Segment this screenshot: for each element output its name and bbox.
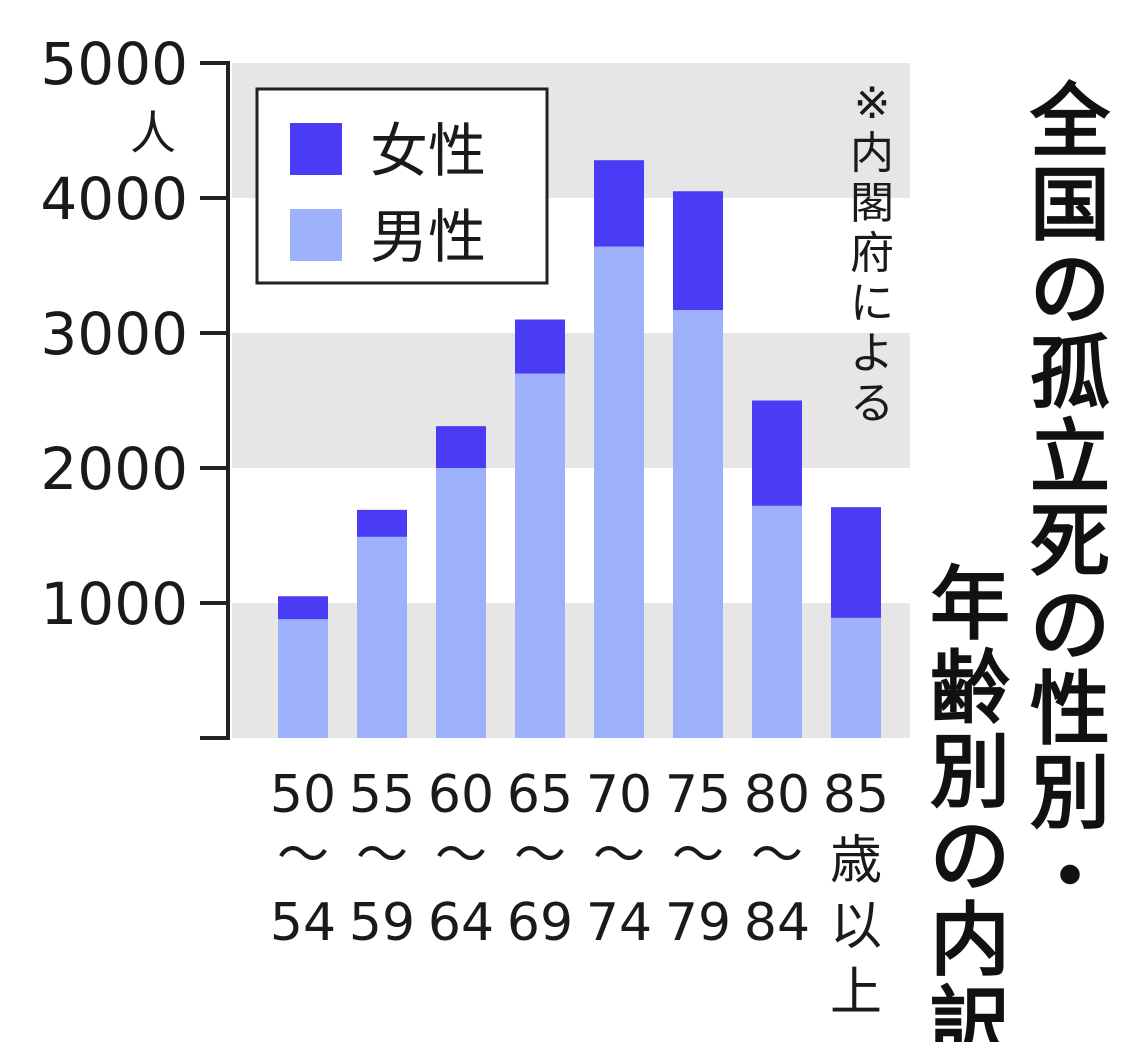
legend-label: 男性 bbox=[370, 203, 486, 271]
bar-male bbox=[752, 505, 802, 738]
bar-female bbox=[278, 596, 328, 620]
title-char: 孤 bbox=[1030, 327, 1110, 420]
x-tick-label: 74 bbox=[586, 893, 652, 953]
bar-female bbox=[752, 400, 802, 506]
x-tick-label: 〜 bbox=[672, 826, 724, 886]
x-tick-label: 〜 bbox=[277, 826, 329, 886]
note-char: よ bbox=[850, 328, 894, 379]
y-unit-label: 人 bbox=[130, 106, 176, 160]
x-tick-label: 〜 bbox=[593, 826, 645, 886]
title-char: 全 bbox=[1029, 75, 1111, 168]
x-tick-label: 〜 bbox=[435, 826, 487, 886]
legend-label: 女性 bbox=[370, 117, 486, 185]
x-tick-label: 79 bbox=[665, 893, 731, 953]
title-char: 国 bbox=[1030, 159, 1110, 252]
title-char: 齢 bbox=[930, 642, 1010, 735]
note-char: ※ bbox=[854, 78, 891, 129]
title-char: の bbox=[930, 810, 1010, 903]
x-tick-label: 〜 bbox=[751, 826, 803, 886]
grid-band bbox=[232, 333, 910, 468]
y-tick-label: 2000 bbox=[40, 435, 188, 503]
note-char: る bbox=[850, 378, 894, 429]
x-tick-label: 64 bbox=[428, 893, 494, 953]
x-tick-label: 80 bbox=[744, 765, 810, 825]
legend-swatch-female bbox=[290, 123, 342, 175]
bar-female bbox=[357, 509, 407, 537]
grid-band bbox=[232, 603, 910, 738]
note-char: に bbox=[850, 278, 894, 329]
title-char: 性 bbox=[1030, 663, 1110, 756]
y-tick-label: 4000 bbox=[40, 165, 188, 233]
legend-swatch-male bbox=[290, 209, 342, 261]
bar-male bbox=[357, 536, 407, 738]
x-tick-label: 以 bbox=[830, 897, 882, 957]
y-tick-label: 5000 bbox=[40, 30, 188, 98]
title-char: 訳 bbox=[930, 978, 1011, 1042]
title-char: の bbox=[1030, 243, 1110, 336]
y-tick-label: 1000 bbox=[40, 570, 188, 638]
title-char: の bbox=[1030, 579, 1110, 672]
title-char: 年 bbox=[930, 558, 1010, 651]
bar-female bbox=[594, 160, 644, 247]
x-tick-label: 〜 bbox=[514, 826, 566, 886]
title-char: 立 bbox=[1030, 411, 1110, 504]
bar-female bbox=[515, 319, 565, 374]
x-tick-label: 85 bbox=[823, 765, 889, 825]
x-tick-label: 〜 bbox=[356, 826, 408, 886]
title-char: ・ bbox=[1030, 831, 1110, 924]
bar-female bbox=[673, 191, 723, 311]
x-tick-label: 69 bbox=[507, 893, 573, 953]
bar-male bbox=[436, 468, 486, 738]
y-tick-label: 3000 bbox=[40, 300, 188, 368]
y-axis: 1000 2000 3000 4000 5000 人 bbox=[40, 30, 230, 740]
bar-male bbox=[831, 617, 881, 738]
x-tick-label: 60 bbox=[428, 765, 494, 825]
title-char: 内 bbox=[930, 894, 1010, 987]
bar-male bbox=[673, 310, 723, 738]
title-char: 別 bbox=[930, 726, 1010, 819]
note-char: 府 bbox=[850, 228, 894, 279]
x-tick-label: 70 bbox=[586, 765, 652, 825]
x-tick-label: 75 bbox=[665, 765, 731, 825]
x-tick-label: 55 bbox=[349, 765, 415, 825]
x-tick-label: 50 bbox=[270, 765, 336, 825]
bar-male bbox=[278, 619, 328, 738]
note-char: 閣 bbox=[850, 178, 894, 229]
x-tick-label: 上 bbox=[830, 963, 882, 1023]
bars bbox=[278, 160, 881, 738]
x-tick-label: 84 bbox=[744, 893, 810, 953]
bar-female bbox=[436, 426, 486, 468]
x-tick-label: 54 bbox=[270, 893, 336, 953]
title-char: 死 bbox=[1030, 495, 1110, 588]
bar-male bbox=[515, 373, 565, 738]
x-tick-label: 65 bbox=[507, 765, 573, 825]
x-tick-label: 59 bbox=[349, 893, 415, 953]
bar-female bbox=[831, 507, 881, 618]
note-char: 内 bbox=[850, 128, 894, 179]
bar-male bbox=[594, 246, 644, 738]
x-tick-label: 歳 bbox=[830, 831, 882, 891]
title-char: 別 bbox=[1030, 747, 1110, 840]
